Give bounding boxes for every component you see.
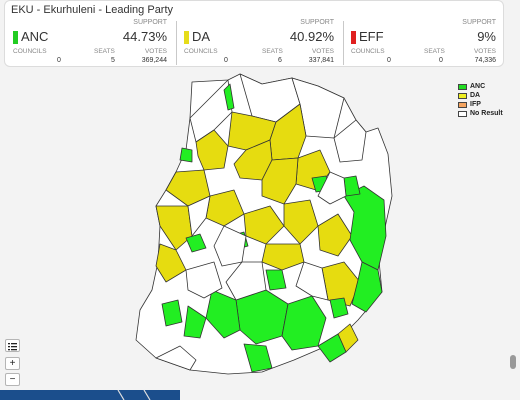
ward: [265, 269, 287, 291]
panel-title: EKU - Ekurhuleni - Leading Party: [11, 4, 174, 16]
party-card-anc: SUPPORT ANC 44.73% COUNCILS SEATS VOTES …: [13, 19, 167, 67]
party-color-swatch: [351, 31, 356, 44]
party-name: DA: [192, 29, 211, 44]
support-label: SUPPORT: [133, 19, 167, 26]
seats-value: 5: [111, 57, 115, 64]
ward: [179, 147, 193, 163]
bottom-nav-bar: [0, 389, 180, 400]
votes-header: VOTES: [473, 48, 496, 55]
ward: [195, 129, 229, 171]
votes-header: VOTES: [311, 48, 334, 55]
ward: [155, 205, 193, 251]
ward-map[interactable]: [0, 68, 520, 386]
party-card-da: SUPPORT DA 40.92% COUNCILS SEATS VOTES 0…: [184, 19, 334, 67]
votes-value: 337,841: [308, 57, 334, 64]
support-label: SUPPORT: [462, 19, 496, 26]
ward: [213, 225, 247, 267]
legend-item: IFP: [458, 100, 503, 109]
ward: [185, 233, 207, 253]
votes-value: 74,336: [474, 57, 496, 64]
councils-header: COUNCILS: [13, 48, 47, 55]
councils-value: 0: [57, 57, 61, 64]
party-name: EFF: [359, 29, 384, 44]
ward: [317, 171, 347, 205]
legend-swatch: [458, 110, 467, 117]
support-label: SUPPORT: [300, 19, 334, 26]
legend-item: DA: [458, 91, 503, 100]
ward: [155, 345, 197, 371]
zoom-in-button[interactable]: +: [5, 357, 20, 370]
ward: [243, 343, 273, 373]
seats-value: 6: [278, 57, 282, 64]
party-card-eff: SUPPORT EFF 9% COUNCILS SEATS VOTES 0 0 …: [351, 19, 496, 67]
ward: [223, 83, 235, 111]
ward: [243, 205, 285, 245]
legend-label: ANC: [470, 83, 486, 90]
seats-header: SEATS: [262, 48, 283, 55]
ward: [183, 305, 207, 339]
votes-header: VOTES: [144, 48, 167, 55]
leading-party-panel: EKU - Ekurhuleni - Leading Party SUPPORT…: [4, 0, 504, 67]
scrollbar-thumb[interactable]: [510, 355, 516, 369]
ward: [333, 119, 367, 163]
legend-item: No Result: [458, 109, 503, 118]
seats-value: 0: [439, 57, 443, 64]
ward: [351, 261, 383, 313]
ward: [261, 243, 305, 271]
zoom-out-button[interactable]: −: [5, 373, 20, 386]
councils-header: COUNCILS: [351, 48, 385, 55]
seats-header: SEATS: [94, 48, 115, 55]
map-legend: ANC DA IFP No Result: [458, 82, 503, 118]
legend-swatch: [458, 92, 467, 99]
councils-value: 0: [387, 57, 391, 64]
ward: [283, 199, 319, 245]
councils-header: COUNCILS: [184, 48, 218, 55]
legend-label: DA: [470, 92, 481, 99]
legend-swatch: [458, 83, 467, 90]
councils-value: 0: [224, 57, 228, 64]
legend-item: ANC: [458, 82, 503, 91]
legend-label: No Result: [470, 110, 503, 117]
layers-button[interactable]: [5, 339, 20, 352]
legend-label: IFP: [470, 101, 481, 108]
party-support: 44.73%: [122, 29, 167, 44]
ward: [185, 261, 223, 299]
seats-header: SEATS: [424, 48, 445, 55]
party-support: 9%: [477, 29, 496, 44]
party-support: 40.92%: [289, 29, 334, 44]
party-divider: [343, 21, 344, 65]
list-icon: [8, 343, 17, 351]
party-divider: [176, 21, 177, 65]
ward: [317, 213, 353, 257]
ward: [225, 261, 267, 301]
party-color-swatch: [184, 31, 189, 44]
ward: [317, 333, 347, 363]
party-name: ANC: [21, 29, 49, 44]
ward: [187, 195, 211, 237]
ward: [205, 289, 241, 339]
party-color-swatch: [13, 31, 18, 44]
ward: [155, 243, 187, 283]
ward: [329, 297, 349, 319]
ward: [295, 261, 329, 301]
ward: [161, 299, 183, 327]
legend-swatch: [458, 101, 467, 108]
votes-value: 369,244: [141, 57, 167, 64]
